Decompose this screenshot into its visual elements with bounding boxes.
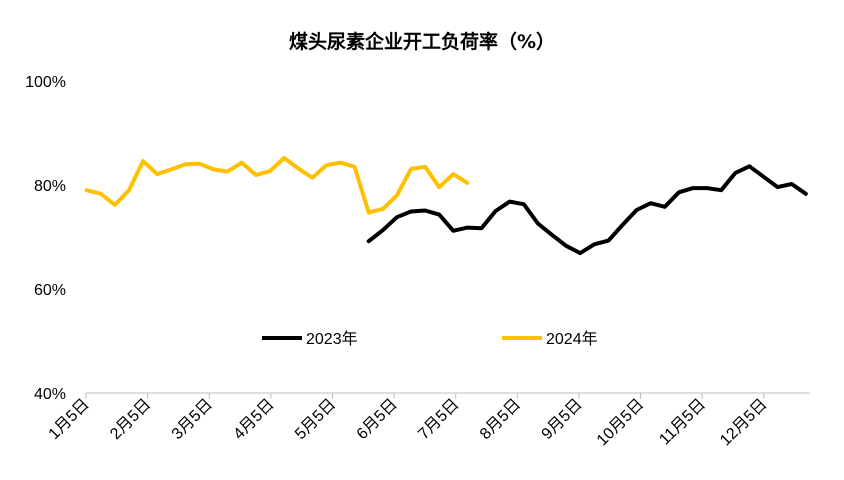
y-tick-label: 40% xyxy=(34,386,66,403)
y-tick-label: 60% xyxy=(34,282,66,299)
x-tick-label: 11月5日 xyxy=(656,396,709,449)
x-tick-label: 5月5日 xyxy=(292,396,339,443)
series-line-2024年 xyxy=(84,156,470,215)
x-tick-label: 9月5日 xyxy=(539,396,586,443)
x-tick-label: 2月5日 xyxy=(107,396,154,443)
y-tick-label: 100% xyxy=(25,74,66,91)
legend: 2023年 2024年 xyxy=(262,330,598,348)
legend-label: 2023年 xyxy=(306,330,358,348)
y-axis: 40% 60% 80% 100% xyxy=(25,74,66,403)
x-tick-label: 12月5日 xyxy=(717,396,771,450)
chart-title: 煤头尿素企业开工负荷率（%） xyxy=(289,30,555,53)
x-tick-label: 3月5日 xyxy=(169,396,216,443)
series-layer xyxy=(84,156,808,256)
x-tick-label: 8月5日 xyxy=(477,396,524,443)
x-tick-label: 4月5日 xyxy=(230,396,277,443)
x-tick-label: 10月5日 xyxy=(594,396,648,450)
y-tick-label: 80% xyxy=(34,178,66,195)
x-tick-label: 6月5日 xyxy=(354,396,401,443)
x-tick-label: 7月5日 xyxy=(415,396,462,443)
legend-label: 2024年 xyxy=(546,330,598,348)
series-line-2023年 xyxy=(366,164,808,256)
x-axis: 1月5日 2月5日 3月5日 4月5日 5月5日 6月5日 7月5日 8月5日 9月5日 10月5… xyxy=(46,392,810,450)
